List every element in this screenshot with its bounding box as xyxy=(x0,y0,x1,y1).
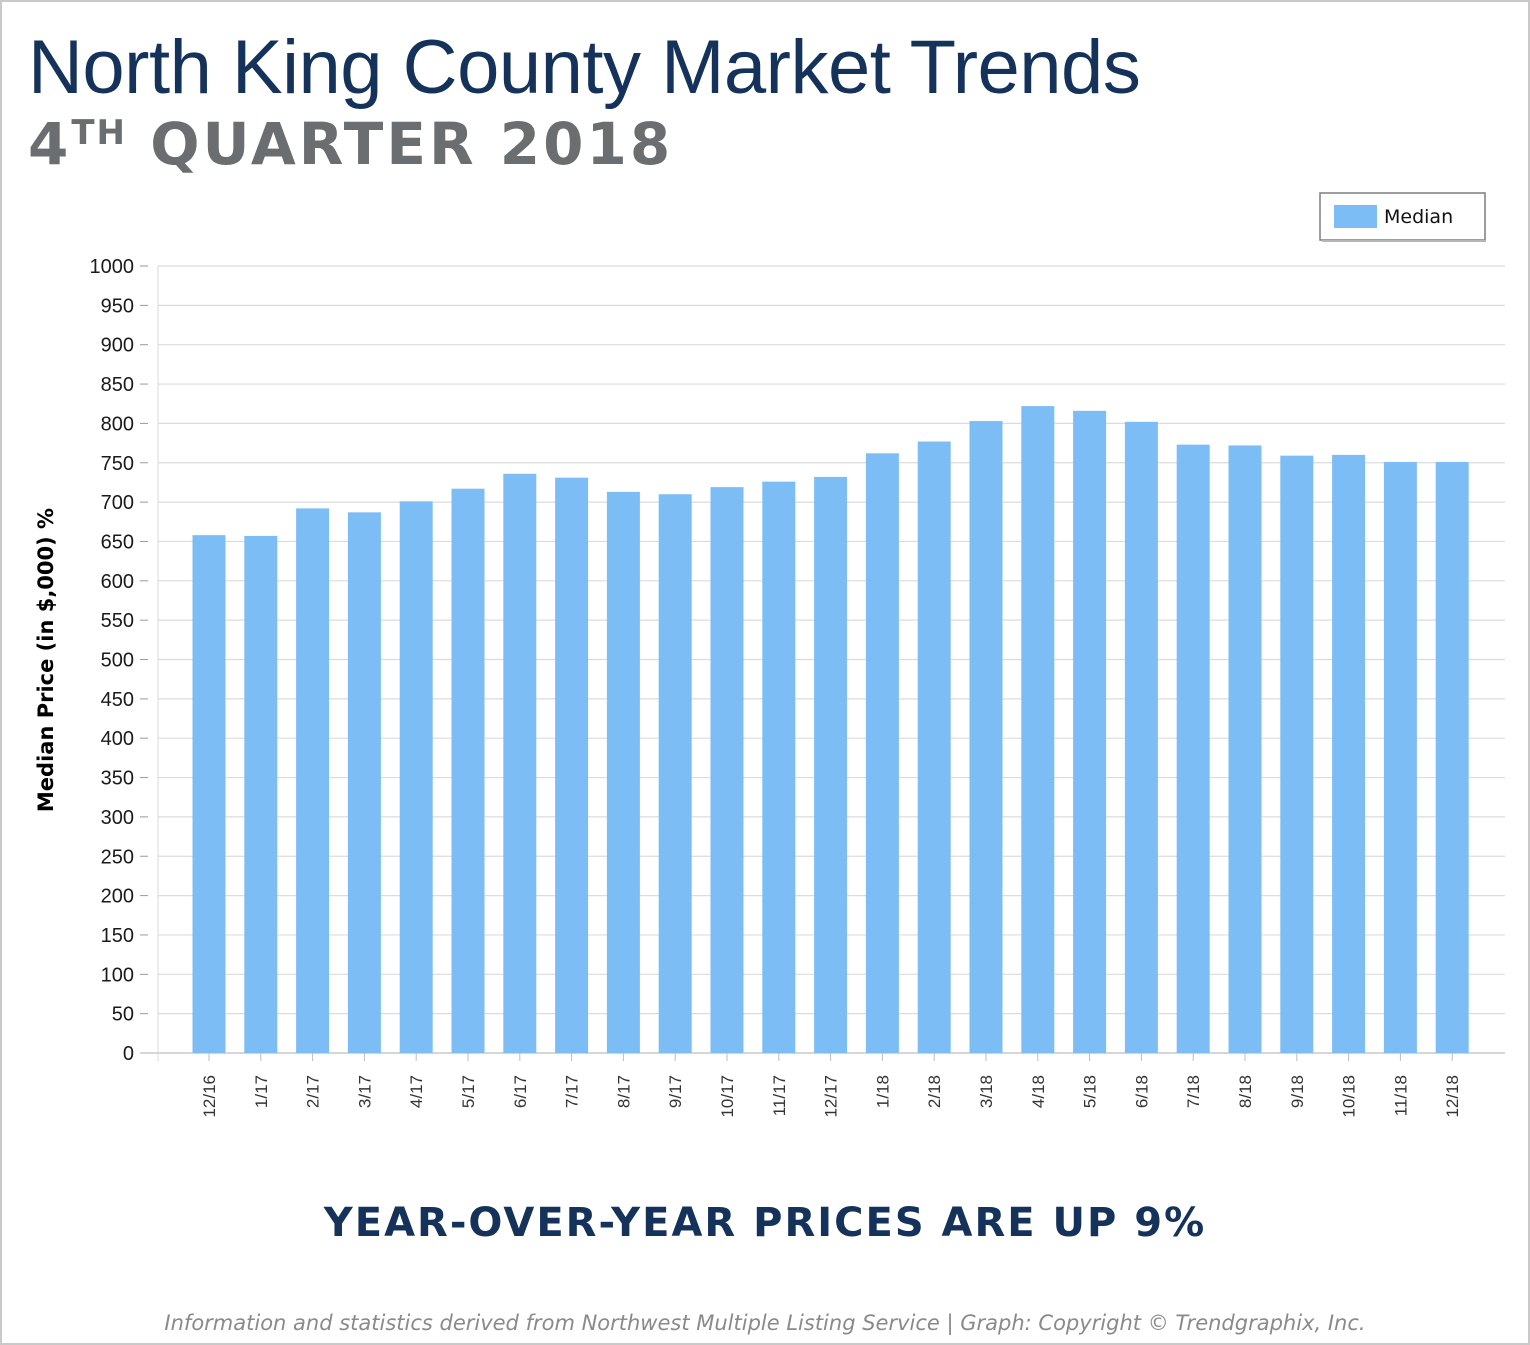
bar-8-17 xyxy=(606,491,640,1053)
x-tick-label: 6/18 xyxy=(1132,1075,1151,1108)
y-tick-label: 700 xyxy=(101,492,134,514)
subtitle-quarter-year: QUARTER 2018 xyxy=(127,110,674,178)
y-tick-label: 550 xyxy=(101,610,134,632)
y-tick-label: 750 xyxy=(101,453,134,475)
x-tick-label: 5/18 xyxy=(1081,1075,1100,1108)
legend: Median xyxy=(1319,192,1486,242)
bar-11-17 xyxy=(762,481,796,1053)
page-subtitle: 4TH QUARTER 2018 xyxy=(28,110,673,178)
y-tick-label: 50 xyxy=(112,1004,134,1026)
y-tick-label: 950 xyxy=(101,295,134,317)
y-tick-label: 250 xyxy=(101,846,134,868)
bar-1-17 xyxy=(244,535,278,1053)
bar-12-16 xyxy=(192,535,226,1053)
bar-7-18 xyxy=(1176,444,1210,1053)
bar-12-17 xyxy=(814,476,848,1053)
x-tick-label: 5/17 xyxy=(459,1075,478,1108)
bar-5-17 xyxy=(451,488,485,1053)
tick-labels: 0 50 100 150 200 250 300 350 400 450 500 550 600 650 7… xyxy=(90,256,1463,1118)
x-tick-label: 10/18 xyxy=(1340,1075,1359,1118)
x-tick-label: 8/17 xyxy=(614,1075,633,1108)
y-tick-label: 350 xyxy=(101,768,134,790)
x-tick-label: 12/16 xyxy=(200,1075,219,1118)
x-tick-label: 1/17 xyxy=(252,1075,271,1108)
x-tick-label: 9/18 xyxy=(1288,1075,1307,1108)
x-tick-label: 2/18 xyxy=(925,1075,944,1108)
y-tick-label: 1000 xyxy=(90,256,135,278)
y-tick-label: 0 xyxy=(123,1043,134,1065)
legend-swatch-median xyxy=(1334,205,1377,228)
bar-2-17 xyxy=(296,508,330,1053)
x-tick-label: 4/18 xyxy=(1029,1075,1048,1108)
x-tick-label: 7/17 xyxy=(563,1075,582,1108)
y-tick-label: 200 xyxy=(101,886,134,908)
bar-1-18 xyxy=(865,453,899,1053)
y-tick-label: 900 xyxy=(101,335,134,357)
y-tick-label: 650 xyxy=(101,531,134,553)
legend-label-median: Median xyxy=(1384,206,1453,228)
y-tick-label: 300 xyxy=(101,807,134,829)
y-tick-label: 100 xyxy=(101,964,134,986)
x-tick-label: 4/17 xyxy=(407,1075,426,1108)
subtitle-ordinal-suffix: TH xyxy=(71,113,128,153)
bar-2-18 xyxy=(917,441,951,1054)
bar-3-17 xyxy=(347,512,381,1053)
x-tick-label: 11/18 xyxy=(1391,1075,1410,1116)
x-tick-label: 2/17 xyxy=(304,1075,323,1108)
source-footer: Information and statistics derived from … xyxy=(164,1311,1366,1335)
x-tick-label: 9/17 xyxy=(666,1075,685,1108)
bar-10-18 xyxy=(1332,454,1366,1053)
x-tick-label: 8/18 xyxy=(1236,1075,1255,1108)
y-tick-label: 600 xyxy=(101,571,134,593)
bar-6-18 xyxy=(1124,421,1158,1053)
bar-9-17 xyxy=(658,494,692,1054)
x-tick-label: 3/17 xyxy=(355,1075,374,1108)
y-tick-label: 400 xyxy=(101,728,134,750)
x-tick-label: 3/18 xyxy=(977,1075,996,1108)
bar-9-18 xyxy=(1280,455,1314,1053)
bar-4-18 xyxy=(1021,406,1055,1053)
x-tick-label: 12/17 xyxy=(822,1075,841,1118)
x-tick-label: 1/18 xyxy=(873,1075,892,1108)
bars xyxy=(192,406,1469,1054)
subtitle-quarter-number: 4 xyxy=(28,110,72,178)
bar-3-18 xyxy=(969,421,1003,1053)
x-tick-label: 6/17 xyxy=(511,1075,530,1108)
bar-12-18 xyxy=(1435,461,1469,1053)
headline-statement: YEAR-OVER-YEAR PRICES ARE UP 9% xyxy=(323,1200,1207,1246)
y-tick-label: 800 xyxy=(101,413,134,435)
bar-6-17 xyxy=(503,473,537,1053)
y-tick-label: 450 xyxy=(101,689,134,711)
bar-4-17 xyxy=(399,501,433,1053)
bar-5-18 xyxy=(1073,410,1107,1054)
y-tick-label: 150 xyxy=(101,925,134,947)
x-tick-label: 12/18 xyxy=(1443,1075,1462,1118)
y-axis-title: Median Price (in $,000) % xyxy=(34,508,58,812)
page-title: North King County Market Trends xyxy=(28,25,1141,110)
x-tick-label: 7/18 xyxy=(1184,1075,1203,1108)
x-tick-label: 11/17 xyxy=(770,1075,789,1116)
x-tick-label: 10/17 xyxy=(718,1075,737,1118)
bar-11-18 xyxy=(1383,461,1417,1053)
y-tick-label: 850 xyxy=(101,374,134,396)
bar-7-17 xyxy=(555,477,589,1053)
y-tick-label: 500 xyxy=(101,650,134,672)
bar-10-17 xyxy=(710,487,744,1054)
bar-8-18 xyxy=(1228,445,1262,1053)
median-price-bar-chart: 0 50 100 150 200 250 300 350 400 450 500 550 600 650 7… xyxy=(34,192,1505,1118)
